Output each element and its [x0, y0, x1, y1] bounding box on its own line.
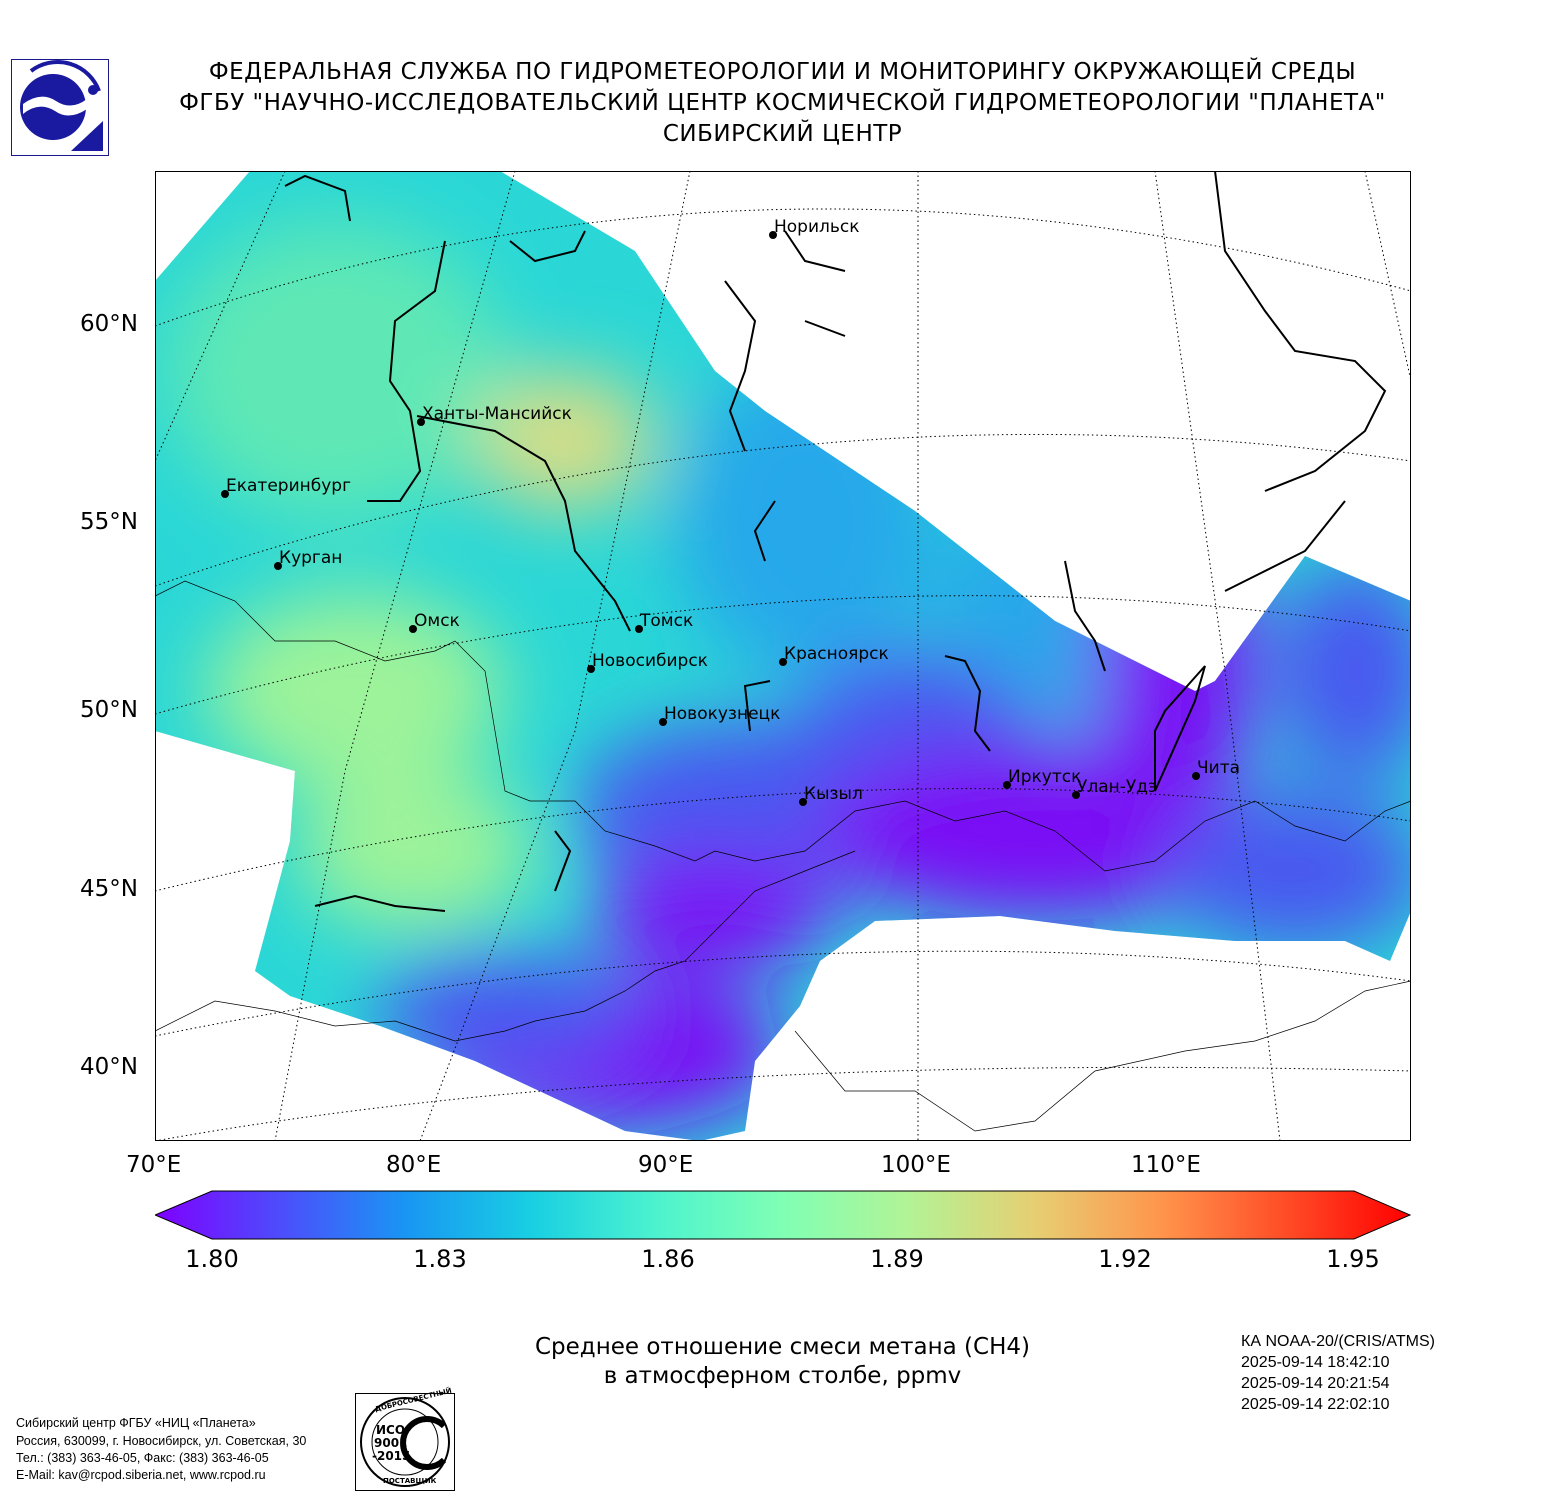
lat-label-40: 40°N: [80, 1054, 138, 1080]
lat-label-60: 60°N: [80, 311, 138, 337]
city-dot: [1072, 791, 1080, 799]
header-line-1: ФЕДЕРАЛЬНАЯ СЛУЖБА ПО ГИДРОМЕТЕОРОЛОГИИ …: [208, 59, 1357, 85]
city-dot: [779, 658, 787, 666]
city-dot: [409, 625, 417, 633]
caption-line-2: в атмосферном столбе, ppmv: [603, 1363, 962, 1389]
lat-label-55: 55°N: [80, 509, 138, 535]
footer-address: Россия, 630099, г. Новосибирск, ул. Сове…: [16, 1434, 307, 1448]
colorbar: [155, 1190, 1411, 1240]
city-label: Новосибирск: [592, 651, 708, 671]
city-label: Екатеринбург: [226, 476, 352, 496]
city-dot: [1192, 772, 1200, 780]
iso-badge: ДОБРОСОВЕСТНЫЙ ИСО 9001 -2015 ПОСТАВЩИК: [355, 1387, 455, 1491]
city-label: Норильск: [774, 217, 860, 237]
header-line-2: ФГБУ "НАУЧНО-ИССЛЕДОВАТЕЛЬСКИЙ ЦЕНТР КОС…: [179, 90, 1386, 116]
city-dot: [769, 231, 777, 239]
lat-label-45: 45°N: [80, 876, 138, 902]
graticule: [155, 171, 1411, 1141]
colorbar-label: 1.86: [641, 1245, 695, 1273]
footer-phone: Тел.: (383) 363-46-05, Факс: (383) 363-4…: [16, 1451, 269, 1465]
caption-line-1: Среднее отношение смеси метана (CH4): [534, 1334, 1030, 1360]
header-line-3: СИБИРСКИЙ ЦЕНТР: [662, 121, 903, 147]
city-label: Улан-Удэ: [1077, 777, 1158, 797]
satellite-name: КА NOAA-20/(CRIS/ATMS): [1241, 1333, 1435, 1350]
city-label: Красноярск: [784, 644, 889, 664]
satellite-time: 2025-09-14 20:21:54: [1241, 1375, 1390, 1392]
lat-label-50: 50°N: [80, 697, 138, 723]
colorbar-label: 1.89: [870, 1245, 924, 1273]
city-dot: [587, 665, 595, 673]
lon-label-80: 80°E: [386, 1152, 442, 1178]
footer-org: Сибирский центр ФГБУ «НИЦ «Планета»: [16, 1416, 256, 1430]
lon-label-90: 90°E: [638, 1152, 694, 1178]
city-dot: [274, 562, 282, 570]
city-dot: [799, 798, 807, 806]
country-borders: [155, 580, 1411, 1132]
iso-bottom-text: ПОСТАВЩИК: [383, 1477, 437, 1485]
city-label: Томск: [640, 611, 694, 631]
colorbar-label: 1.92: [1098, 1245, 1152, 1273]
city-label: Иркутск: [1008, 767, 1082, 787]
city-label: Курган: [279, 548, 343, 568]
iso-line-3: -2015: [372, 1449, 411, 1463]
city-dot: [1003, 781, 1011, 789]
colorbar-label: 1.83: [413, 1245, 467, 1273]
lon-label-70: 70°E: [126, 1152, 182, 1178]
iso-line-1: ИСО: [376, 1423, 406, 1437]
city-label: Чита: [1197, 758, 1241, 778]
map-frame: Норильск Ханты-Мансийск Екатеринбург Кур…: [155, 171, 1411, 1141]
city-dot: [221, 490, 229, 498]
city-label: Омск: [414, 611, 460, 631]
city-dot: [635, 625, 643, 633]
satellite-time: 2025-09-14 22:02:10: [1241, 1396, 1390, 1413]
colorbar-label: 1.95: [1326, 1245, 1380, 1273]
iso-line-2: 9001: [374, 1436, 408, 1450]
methane-swath: [155, 171, 1411, 1141]
planeta-logo: [11, 59, 109, 156]
lon-label-110: 110°E: [1131, 1152, 1201, 1178]
footer-email: E-Mail: kav@rcpod.siberia.net, www.rcpod…: [16, 1468, 266, 1482]
city-label: Ханты-Мансийск: [422, 404, 572, 424]
satellite-time: 2025-09-14 18:42:10: [1241, 1354, 1390, 1371]
lon-label-100: 100°E: [881, 1152, 951, 1178]
city-label: Новокузнецк: [664, 704, 781, 724]
city-label: Кызыл: [804, 784, 863, 804]
rivers-and-lakes: [284, 171, 1387, 912]
city-dot: [417, 418, 425, 426]
colorbar-label: 1.80: [185, 1245, 239, 1273]
city-dot: [659, 718, 667, 726]
